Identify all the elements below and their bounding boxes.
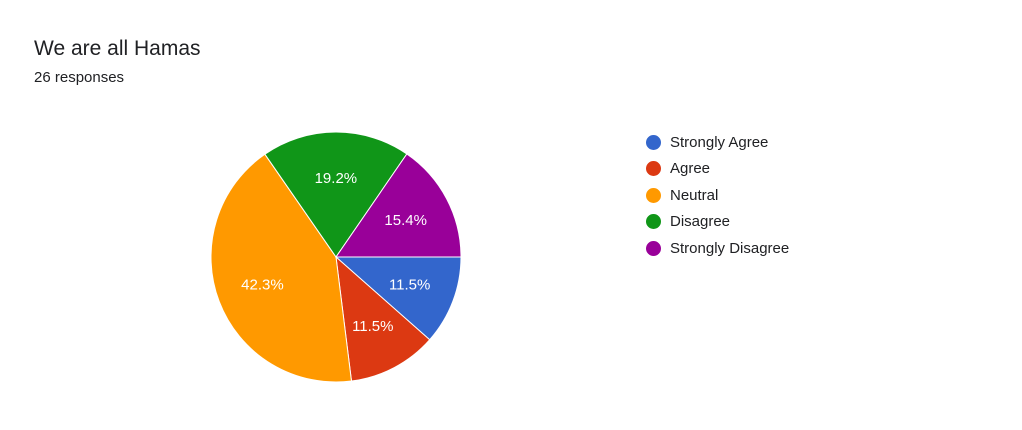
- pie-slice-strongly-agree[interactable]: [334, 256, 462, 341]
- pie-label-strongly-disagree: 15.4%: [384, 212, 427, 229]
- legend-item-neutral[interactable]: Neutral: [646, 182, 789, 209]
- response-count: 26 responses: [34, 69, 125, 86]
- pie-label-agree: 11.5%: [352, 318, 393, 335]
- legend-label: Agree: [670, 160, 711, 178]
- legend-item-strongly-agree[interactable]: Strongly Agree: [646, 129, 789, 156]
- pie-slice-strongly-disagree[interactable]: [335, 153, 462, 258]
- legend-item-strongly-disagree[interactable]: Strongly Disagree: [646, 235, 789, 262]
- pie-slice-neutral[interactable]: [210, 153, 353, 383]
- pie-labels: 11.5% 11.5% 42.3% 19.2% 15.4%: [241, 170, 430, 335]
- pie-slices: [210, 131, 462, 383]
- pie-slice-disagree[interactable]: [264, 131, 408, 258]
- legend-swatch: [646, 187, 661, 203]
- legend-swatch: [646, 161, 661, 177]
- pie-label-strongly-agree: 11.5%: [389, 276, 430, 293]
- legend-label: Neutral: [670, 186, 719, 204]
- legend-swatch: [646, 214, 661, 230]
- chart-title: We are all Hamas: [34, 37, 201, 60]
- chart-legend: Strongly Agree Agree Neutral Disagree Strong…: [646, 129, 789, 262]
- pie-label-disagree: 19.2%: [315, 170, 358, 187]
- pie-slice-agree[interactable]: [335, 255, 431, 382]
- legend-item-disagree[interactable]: Disagree: [646, 209, 789, 236]
- legend-label: Strongly Agree: [670, 133, 769, 151]
- legend-item-agree[interactable]: Agree: [646, 156, 789, 183]
- legend-label: Disagree: [670, 213, 731, 231]
- legend-swatch: [646, 240, 661, 256]
- pie-label-neutral: 42.3%: [241, 277, 284, 294]
- legend-swatch: [646, 134, 661, 150]
- legend-label: Strongly Disagree: [670, 239, 790, 257]
